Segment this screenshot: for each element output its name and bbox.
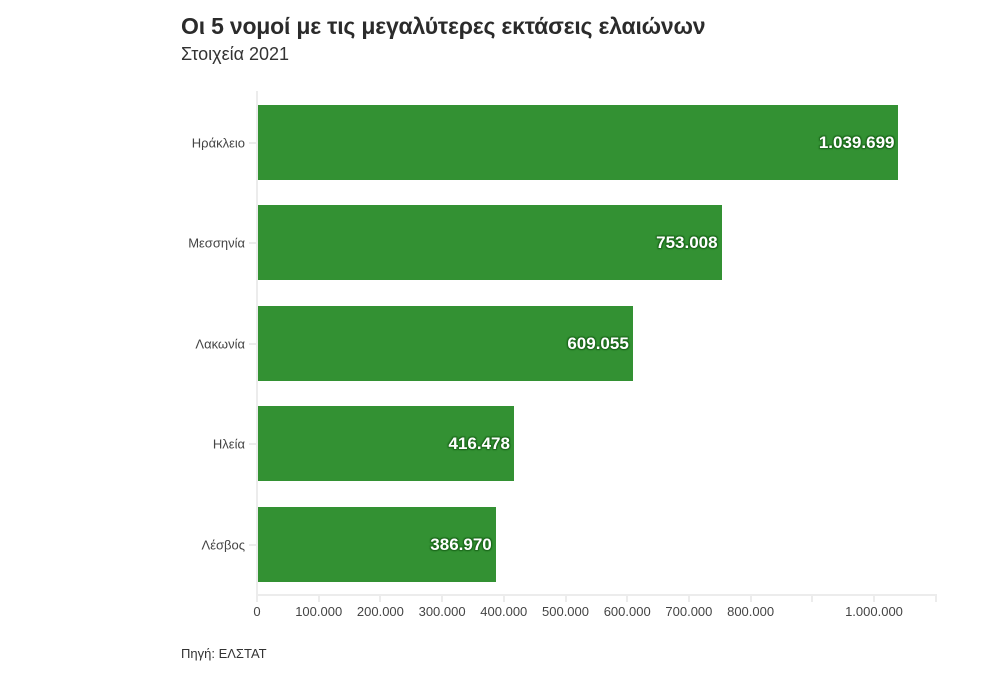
category-label: Λέσβος	[201, 537, 245, 553]
x-axis-tick-label: 600.000	[603, 604, 651, 619]
x-axis-tick	[873, 594, 875, 602]
x-axis-tick-label: 1.000.000	[845, 604, 903, 619]
y-axis-tick	[249, 142, 256, 144]
x-axis-tick-label: 400.000	[480, 604, 528, 619]
x-axis-tick	[749, 594, 752, 602]
x-axis-tick	[687, 594, 690, 602]
x-axis-tick-label: 300.000	[418, 604, 466, 619]
x-axis-tick	[934, 594, 937, 602]
chart-title: Οι 5 νομοί με τις μεγαλύτερες εκτάσεις ε…	[181, 13, 706, 39]
x-axis-tick-label: 800.000	[727, 604, 775, 619]
x-axis-tick	[502, 594, 505, 602]
bar[interactable]: 753.008	[258, 205, 722, 280]
category-label: Ηράκλειο	[191, 135, 245, 151]
y-axis-tick	[249, 544, 256, 546]
x-axis-line	[256, 594, 936, 596]
category-label: Μεσσηνία	[188, 235, 245, 251]
y-axis-tick	[249, 242, 256, 244]
bar[interactable]: 609.055	[258, 306, 633, 381]
x-axis-tick	[626, 594, 629, 602]
x-axis-tick	[811, 594, 814, 602]
bar-value-label: 386.970	[430, 534, 492, 554]
bar[interactable]: 386.970	[258, 507, 496, 582]
y-axis-line	[256, 91, 258, 594]
chart-subtitle: Στοιχεία 2021	[181, 44, 290, 64]
x-axis-tick	[256, 594, 258, 602]
x-axis-tick	[564, 594, 567, 602]
y-axis-tick	[249, 443, 256, 445]
bar-value-label: 609.055	[567, 333, 629, 353]
y-axis-tick	[249, 343, 256, 345]
x-axis-tick-label: 700.000	[665, 604, 713, 619]
x-axis-tick-label: 100.000	[295, 604, 343, 619]
source-note: Πηγή: ΕΛΣΤΑΤ	[181, 646, 267, 661]
x-axis-tick-label: 200.000	[356, 604, 404, 619]
bar-value-label: 416.478	[448, 433, 510, 453]
bar-value-label: 1.039.699	[818, 132, 895, 152]
bar[interactable]: 416.478	[258, 406, 514, 481]
x-axis-tick	[317, 594, 320, 602]
x-axis-tick	[379, 594, 382, 602]
x-axis-tick	[441, 594, 444, 602]
category-label: Λακωνία	[195, 336, 245, 352]
category-label: Ηλεία	[212, 436, 245, 452]
bar[interactable]: 1.039.699	[258, 105, 899, 180]
bar-value-label: 753.008	[656, 232, 718, 252]
x-axis-tick-label: 0	[253, 604, 261, 619]
x-axis-tick-label: 500.000	[542, 604, 589, 619]
